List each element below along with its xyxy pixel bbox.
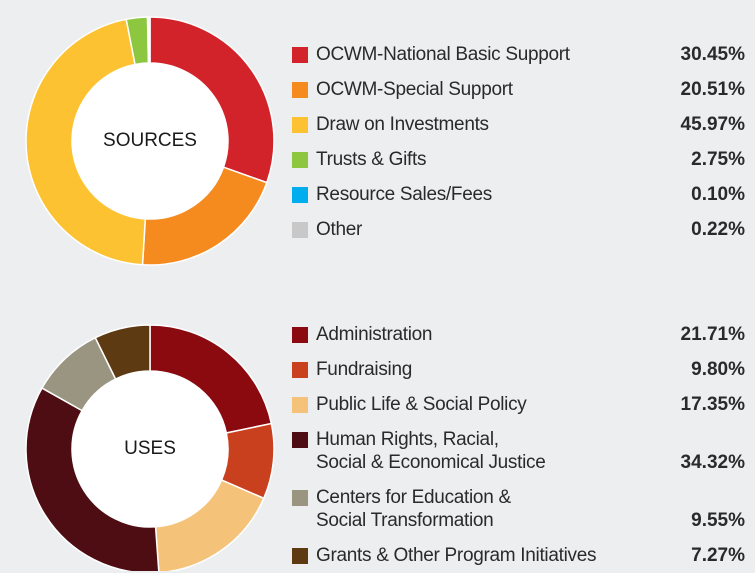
donut-center-label: USES <box>124 438 176 459</box>
legend-item: Centers for Education & Social Transform… <box>292 480 745 538</box>
legend-label: Human Rights, Racial, Social & Economica… <box>316 429 546 473</box>
value-label: 21.71% <box>680 324 745 345</box>
legend-swatch <box>292 397 308 413</box>
legend-item: Public Life & Social Policy 17.35% <box>292 387 745 422</box>
legend-label: Administration <box>316 324 433 345</box>
legend-label: Resource Sales/Fees <box>316 184 492 205</box>
legend-label: Grants & Other Program Initiatives <box>316 545 597 566</box>
legend-item: Administration 21.71% <box>292 317 745 352</box>
legend-item: Other 0.22% <box>292 212 745 247</box>
legend-swatch <box>292 47 308 63</box>
legend-item: Human Rights, Racial, Social & Economica… <box>292 422 745 480</box>
legend-swatch <box>292 490 308 506</box>
legend-label: OCWM-Special Support <box>316 79 513 100</box>
legend-label: Trusts & Gifts <box>316 149 427 170</box>
value-label: 17.35% <box>680 394 745 415</box>
value-label: 0.22% <box>691 219 745 240</box>
legend: Administration 21.71% Fundraising 9.80% Publ… <box>292 317 745 573</box>
legend-item: Fundraising 9.80% <box>292 352 745 387</box>
donut-hole <box>72 371 228 527</box>
value-label: 45.97% <box>680 114 745 135</box>
legend-item: Resource Sales/Fees 0.10% <box>292 177 745 212</box>
value-label: 30.45% <box>680 44 745 65</box>
legend-item: Draw on Investments 45.97% <box>292 107 745 142</box>
donut-hole <box>72 63 228 219</box>
legend: OCWM-National Basic Support 30.45% OCWM-Sp… <box>292 37 745 247</box>
legend-swatch <box>292 187 308 203</box>
legend-swatch <box>292 117 308 133</box>
legend-swatch <box>292 152 308 168</box>
legend-item: OCWM-National Basic Support 30.45% <box>292 37 745 72</box>
value-label: 34.32% <box>680 452 745 473</box>
value-label: 20.51% <box>680 79 745 100</box>
value-label: 9.80% <box>691 359 745 380</box>
legend-swatch <box>292 327 308 343</box>
value-label: 7.27% <box>691 545 745 566</box>
legend-label: Fundraising <box>316 359 412 380</box>
legend-label: OCWM-National Basic Support <box>316 44 570 65</box>
donut-center-label: SOURCES <box>103 130 197 151</box>
legend-swatch <box>292 222 308 238</box>
value-label: 9.55% <box>691 510 745 531</box>
legend-label: Public Life & Social Policy <box>316 394 527 415</box>
legend-item: Trusts & Gifts 2.75% <box>292 142 745 177</box>
legend-swatch <box>292 82 308 98</box>
legend-swatch <box>292 548 308 564</box>
value-label: 0.10% <box>691 184 745 205</box>
donut-slice <box>147 16 151 64</box>
value-label: 2.75% <box>691 149 745 170</box>
legend-label: Draw on Investments <box>316 114 489 135</box>
legend-label: Other <box>316 219 363 240</box>
legend-swatch <box>292 432 308 448</box>
legend-item: Grants & Other Program Initiatives 7.27% <box>292 538 745 573</box>
legend-label: Centers for Education & Social Transform… <box>316 487 511 531</box>
legend-swatch <box>292 362 308 378</box>
legend-item: OCWM-Special Support 20.51% <box>292 72 745 107</box>
